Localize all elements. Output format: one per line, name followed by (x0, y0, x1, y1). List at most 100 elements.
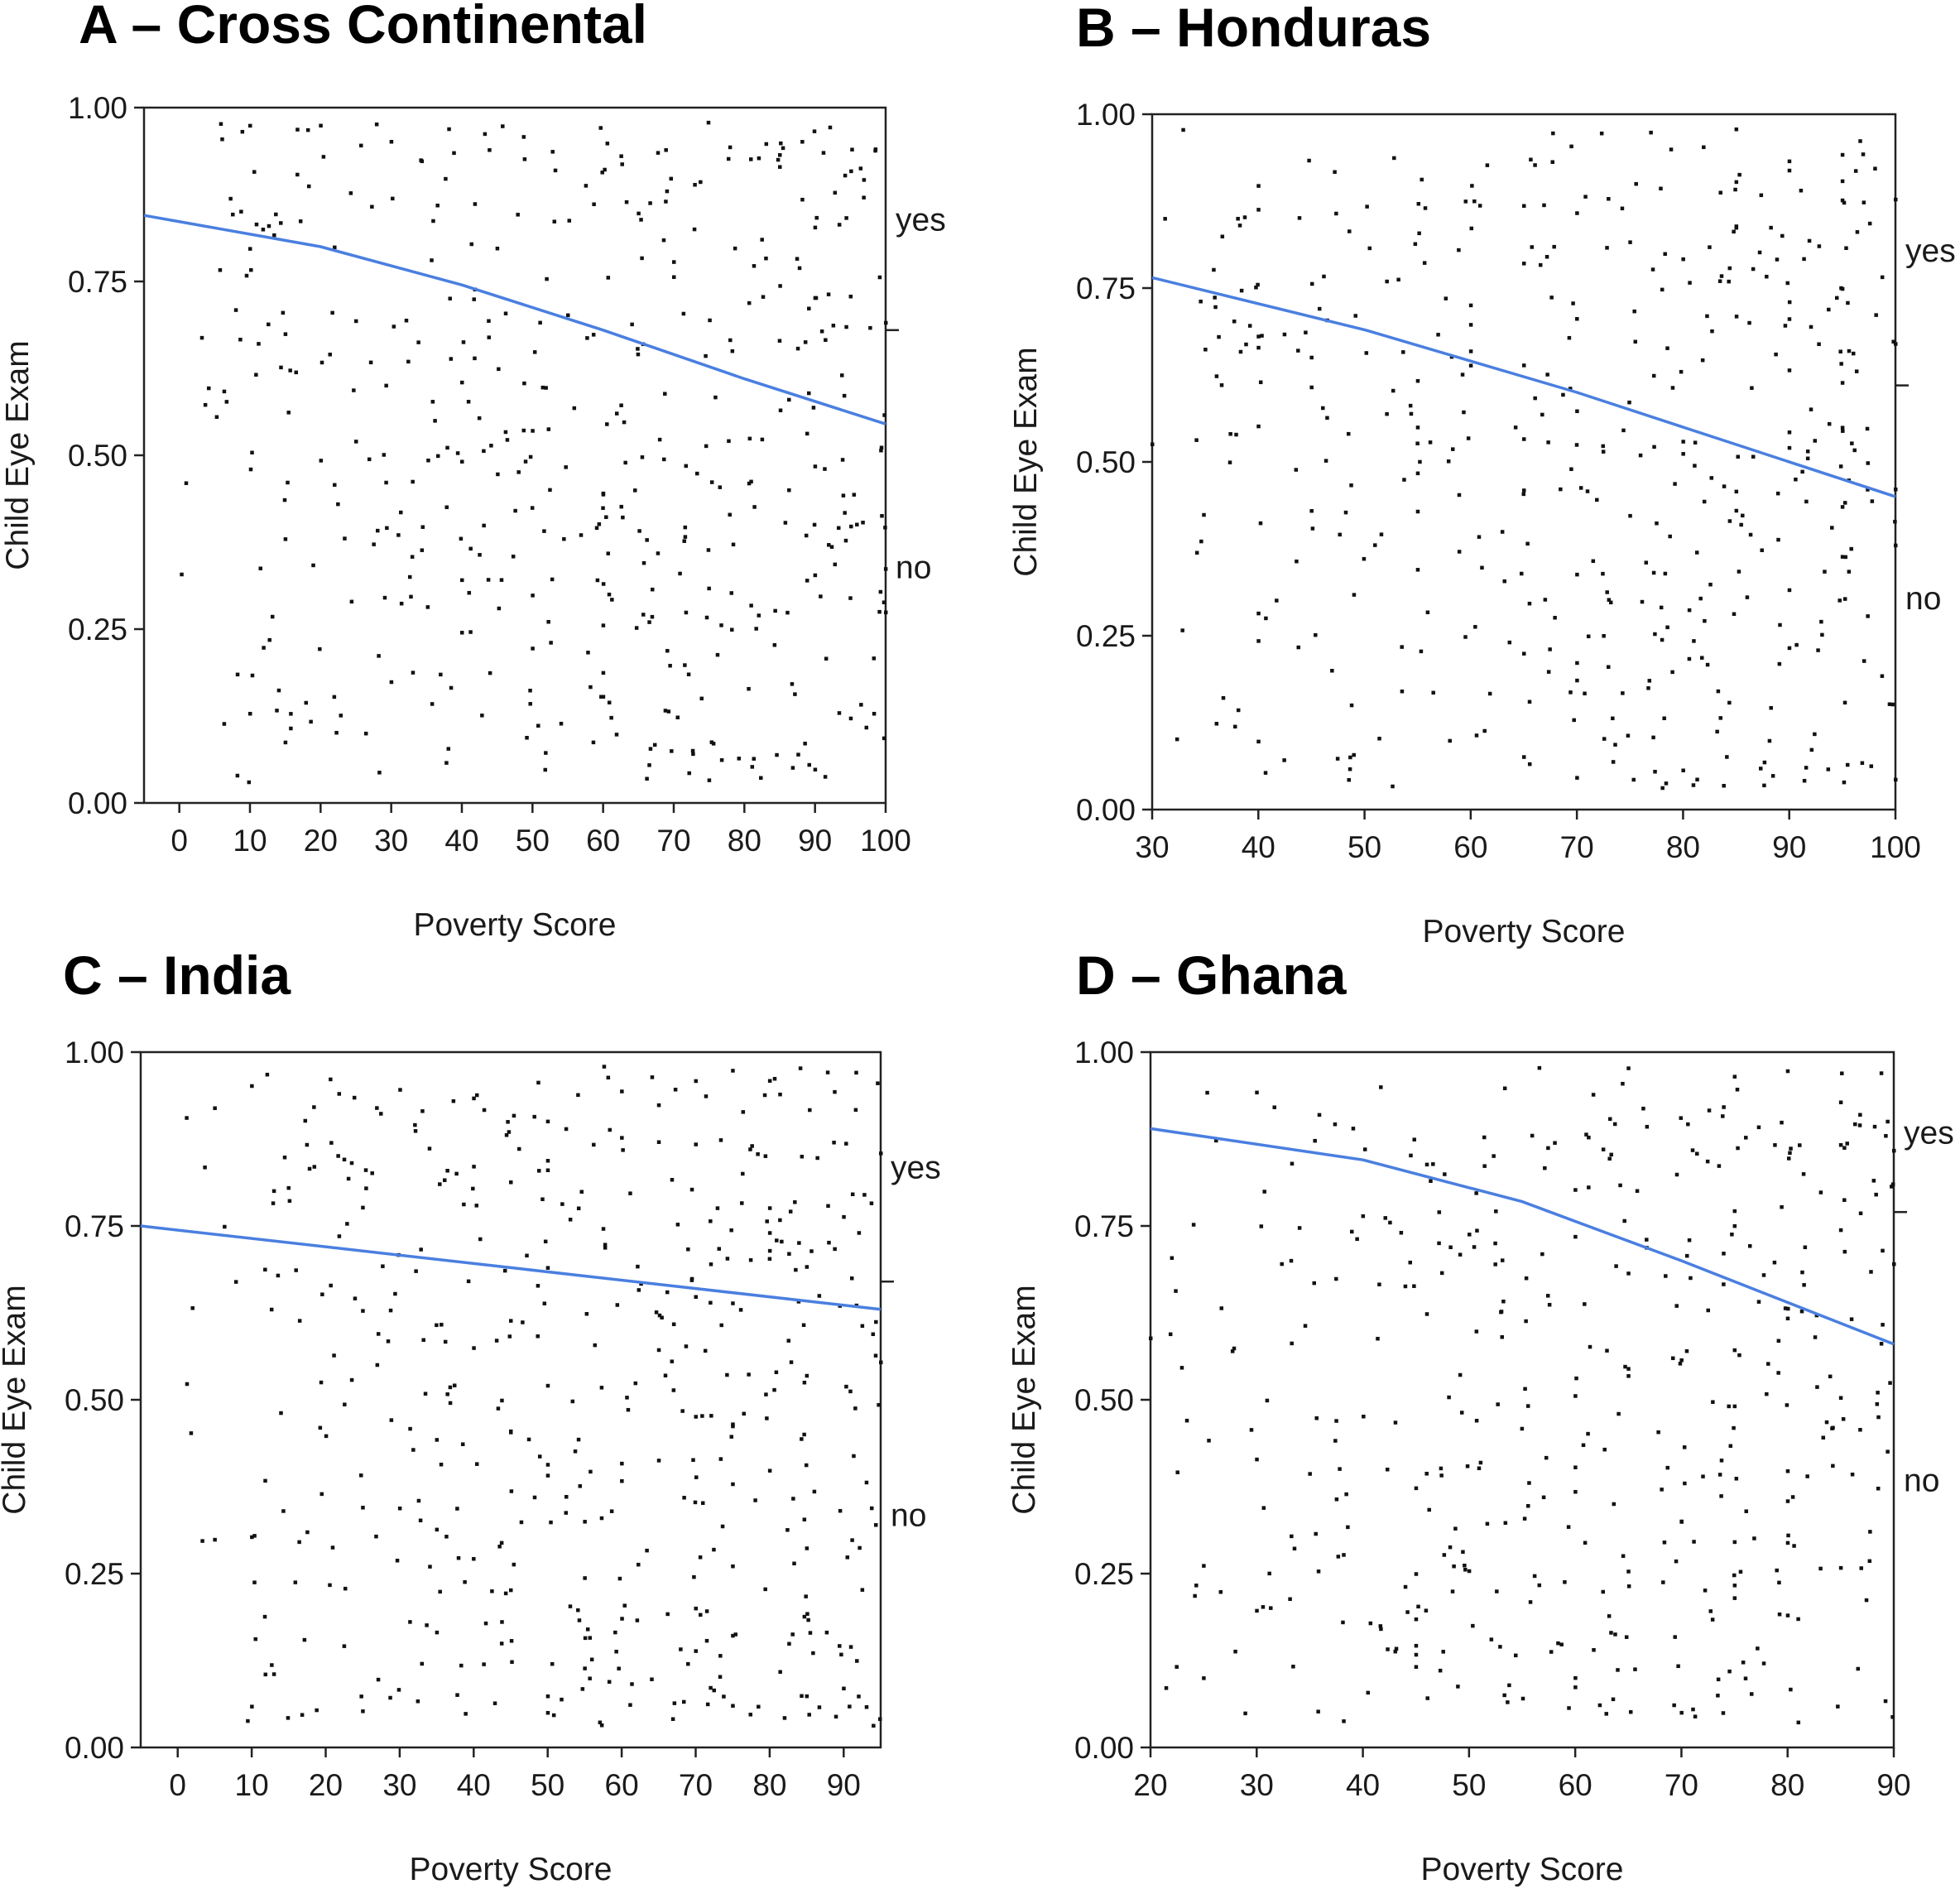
y-tick-label: 0.50 (68, 439, 127, 473)
scatter-point (1377, 737, 1381, 741)
scatter-point (406, 359, 411, 364)
scatter-point (305, 1530, 310, 1535)
scatter-point (1549, 1650, 1554, 1654)
scatter-point (1786, 1156, 1791, 1161)
scatter-point (1575, 211, 1579, 215)
scatter-point (1703, 1589, 1708, 1593)
scatter-point (695, 471, 699, 476)
scatter-point (764, 1392, 768, 1396)
scatter-point (1441, 1650, 1445, 1654)
scatter-point (1692, 639, 1696, 643)
y-tick-label: 0.00 (68, 786, 127, 820)
scatter-point (806, 1617, 810, 1622)
scatter-point (1612, 1122, 1617, 1127)
plot-frame (1149, 1050, 1895, 1749)
scatter-point (250, 1084, 254, 1089)
scatter-point (420, 525, 425, 529)
scatter-point (1798, 1143, 1802, 1147)
scatter-point (564, 1127, 569, 1132)
scatter-point (1847, 348, 1852, 353)
scatter-point (842, 1686, 846, 1691)
scatter-point (448, 1385, 453, 1390)
scatter-point (663, 1373, 668, 1377)
chart-panel-b: B – Honduras 0.00 0.25 0.50 0.75 1.00 30 40 50 60… (980, 0, 1960, 949)
scatter-point (1553, 616, 1557, 620)
scatter-point (1893, 519, 1897, 524)
scatter-point (1383, 1216, 1388, 1220)
scatter-point (1864, 1598, 1869, 1603)
scatter-point (650, 1075, 655, 1079)
scatter-point (1727, 519, 1732, 523)
scatter-point (1599, 131, 1604, 136)
scatter-point (423, 1392, 428, 1396)
x-tick-label: 70 (679, 1768, 713, 1802)
scatter-point (1623, 1364, 1627, 1369)
scatter-point (235, 773, 240, 778)
scatter-point (1607, 1614, 1612, 1618)
scatter-point (800, 1154, 805, 1159)
scatter-point (445, 445, 449, 450)
scatter-point (1838, 1142, 1843, 1147)
scatter-point (1444, 296, 1448, 300)
scatter-point (564, 1511, 569, 1515)
scatter-point (1542, 203, 1546, 208)
scatter-point (694, 1475, 699, 1479)
scatter-point (545, 1473, 550, 1478)
scatter-point (1477, 535, 1482, 539)
scatter-point (1894, 777, 1898, 782)
scatter-point (742, 1411, 747, 1416)
scatter-point (1809, 747, 1814, 752)
scatter-point (1256, 184, 1261, 188)
scatter-point (1255, 1608, 1259, 1613)
scatter-point (562, 536, 566, 541)
scatter-point (733, 246, 737, 251)
scatter-point (614, 733, 619, 737)
scatter-point (832, 1141, 836, 1145)
scatter-point (647, 763, 651, 767)
scatter-point (1256, 424, 1261, 429)
scatter-point (1568, 387, 1573, 391)
scatter-point (271, 1189, 276, 1194)
scatter-point (1892, 1148, 1896, 1153)
scatter-point (1663, 252, 1667, 257)
scatter-point (761, 295, 766, 299)
outcome-no-label: no (891, 1498, 926, 1534)
scatter-point (526, 1437, 531, 1442)
scatter-point (1751, 454, 1756, 459)
scatter-point (283, 537, 288, 541)
scatter-point (1783, 324, 1788, 328)
scatter-point (560, 1202, 564, 1206)
scatter-point (1663, 571, 1668, 576)
scatter-point (785, 610, 790, 615)
scatter-point (1581, 1443, 1586, 1448)
scatter-point (812, 1489, 817, 1494)
scatter-point (1427, 1507, 1431, 1512)
scatter-point (1524, 1319, 1528, 1324)
scatter-point (318, 646, 322, 651)
scatter-point (483, 1621, 488, 1626)
scatter-point (466, 400, 471, 404)
scatter-point (837, 223, 842, 227)
scatter-point (1405, 1610, 1410, 1614)
scatter-points (185, 1065, 883, 1728)
scatter-point (1414, 1572, 1419, 1576)
scatter-point (1854, 369, 1859, 373)
scatter-point (583, 1520, 587, 1524)
scatter-point (1849, 1317, 1854, 1321)
scatter-point (839, 1652, 843, 1657)
scatter-point (622, 420, 627, 425)
scatter-point (1566, 1525, 1571, 1529)
scatter-point (1773, 1143, 1777, 1147)
scatter-point (1609, 1631, 1613, 1635)
scatter-point (606, 1075, 611, 1080)
scatter-point (1199, 299, 1203, 304)
scatter-point (603, 1243, 608, 1247)
scatter-point (1845, 762, 1850, 767)
scatter-point (858, 166, 863, 171)
scatter-point (1586, 1431, 1590, 1436)
scatter-point (1673, 482, 1677, 486)
scatter-point (844, 324, 848, 329)
scatter-point (728, 338, 733, 343)
scatter-point (717, 1247, 722, 1251)
scatter-point (1496, 1402, 1500, 1406)
